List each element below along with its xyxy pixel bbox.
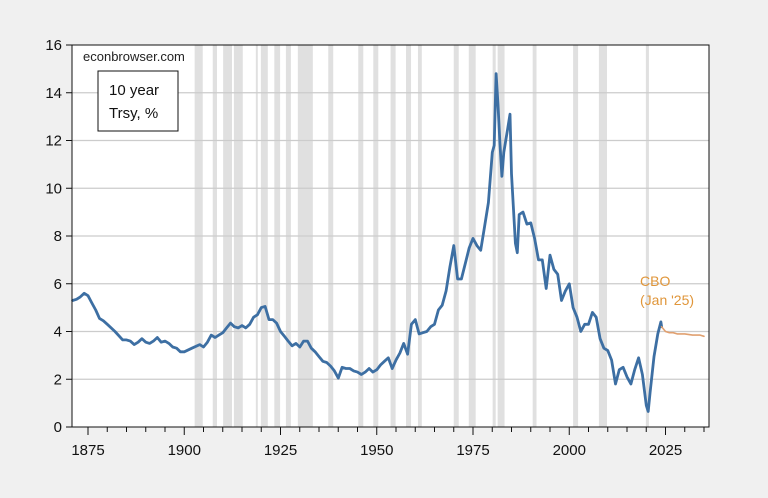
y-axis: 0 2 4 6 8 10 12 14 16 <box>45 37 72 436</box>
legend-box: 10 year Trsy, % <box>97 70 179 132</box>
x-tick-label: 1900 <box>168 442 201 459</box>
y-tick-label: 14 <box>45 85 62 102</box>
y-tick-label: 12 <box>45 133 62 150</box>
cbo-label-line-2: (Jan '25) <box>640 292 694 308</box>
legend-line-2: Trsy, % <box>109 105 158 122</box>
series-line <box>71 72 663 413</box>
cbo-annotation: CBO (Jan '25) <box>640 273 694 308</box>
x-tick-label: 1950 <box>360 442 393 459</box>
x-tick-label: 1875 <box>71 442 104 459</box>
legend-line-1: 10 year <box>109 82 159 99</box>
x-axis: 1875 1900 1925 1950 1975 2000 2025 <box>71 427 705 459</box>
x-tick-label: 2000 <box>553 442 586 459</box>
y-tick-label: 8 <box>54 228 62 245</box>
y-tick-label: 0 <box>54 419 62 436</box>
x-tick-label: 1925 <box>264 442 297 459</box>
x-tick-label: 2025 <box>649 442 682 459</box>
y-tick-label: 6 <box>54 276 62 293</box>
y-tick-label: 4 <box>54 324 62 341</box>
x-tick-label: 1975 <box>456 442 489 459</box>
y-tick-label: 2 <box>54 371 62 388</box>
cbo-label-line-1: CBO <box>640 273 670 289</box>
series-10y-treasury <box>71 72 663 413</box>
watermark: econbrowser.com <box>83 49 185 64</box>
series-cbo-projection <box>660 325 705 338</box>
y-tick-label: 16 <box>45 37 62 54</box>
y-tick-label: 10 <box>45 180 62 197</box>
series-line <box>660 325 705 338</box>
